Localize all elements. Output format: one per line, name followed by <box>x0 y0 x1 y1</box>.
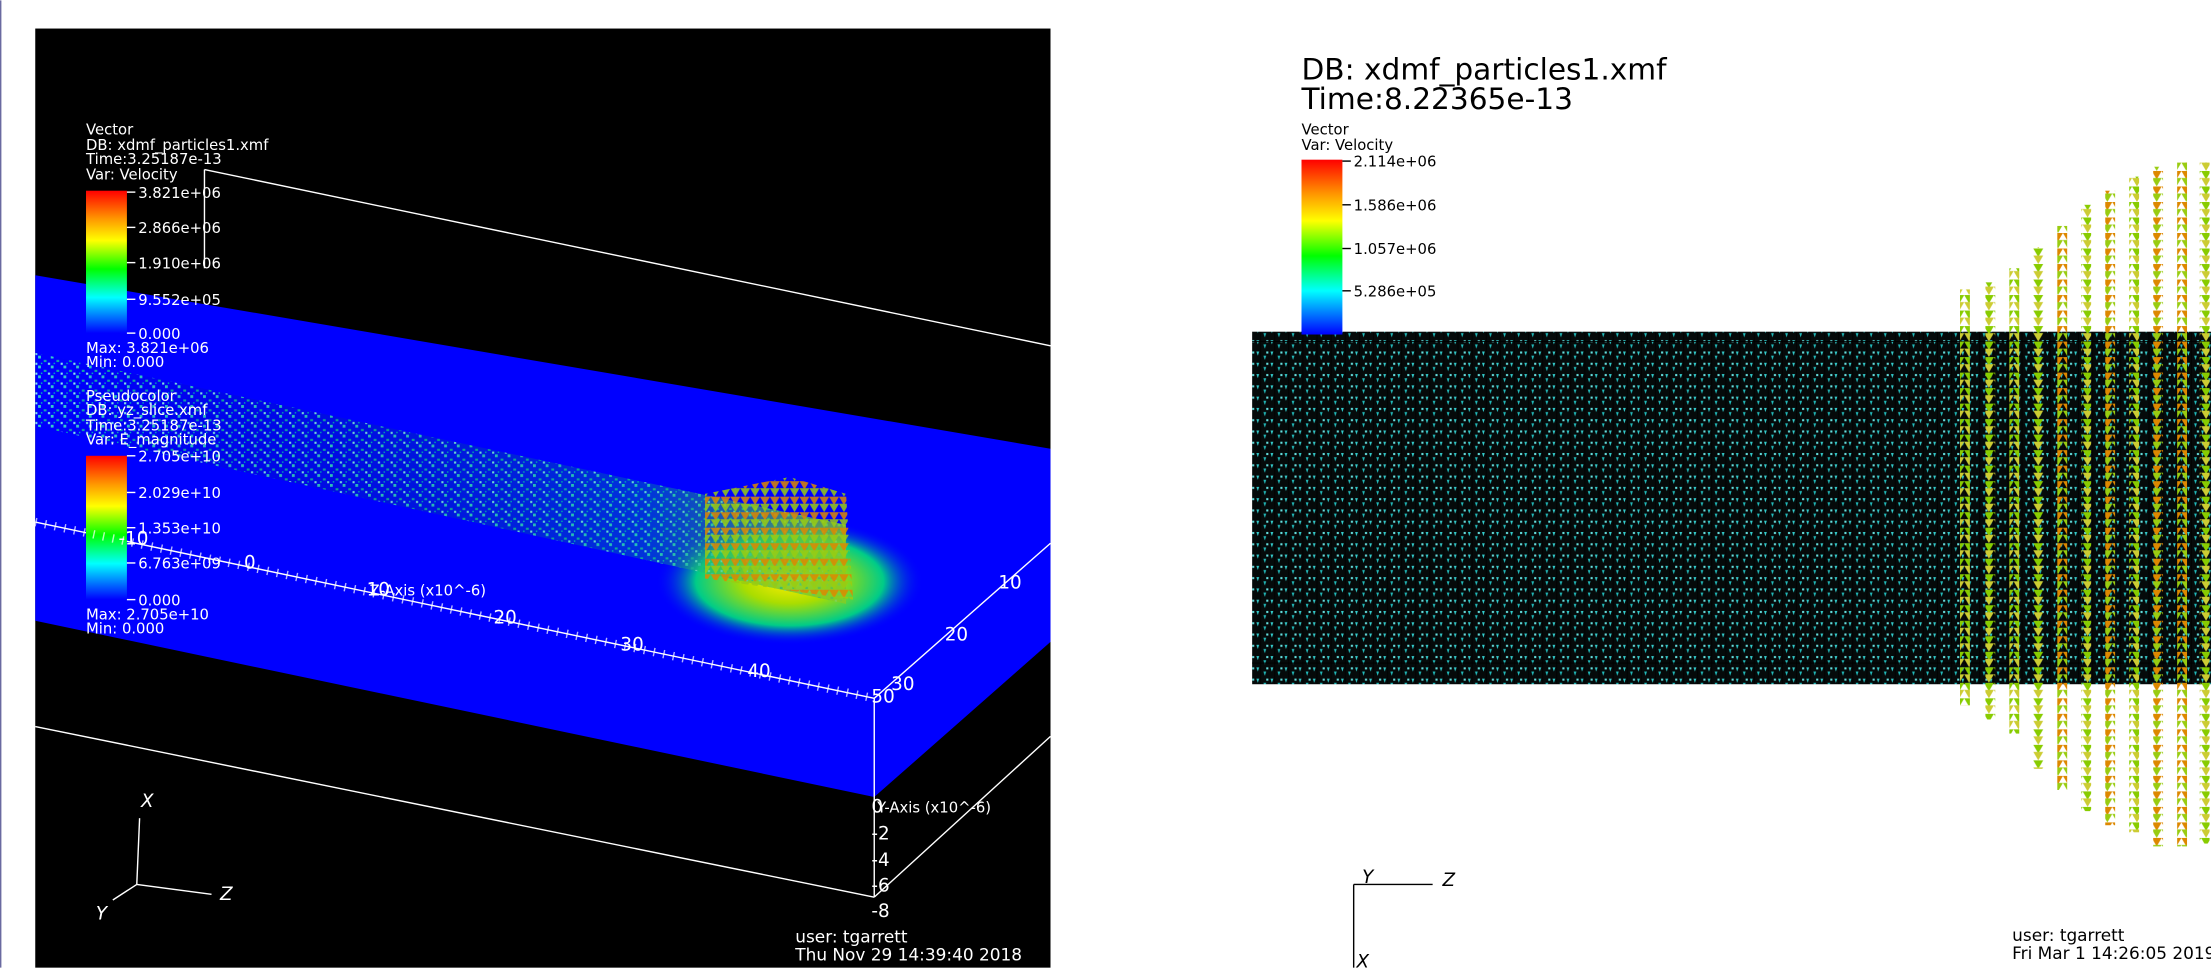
x-tick-label: 10 <box>998 572 1021 593</box>
triad-lines <box>112 818 212 901</box>
z-tick-label: 40 <box>747 661 770 682</box>
y-tick-label: -2 <box>871 823 889 844</box>
legend-min: Min: 0.000 <box>86 354 164 371</box>
legend-tick: 6.763e+09 <box>138 556 221 573</box>
color-bar-ticks <box>126 455 136 601</box>
z-tick-label: 30 <box>620 634 643 655</box>
y-tick-label: -4 <box>871 850 889 871</box>
y-axis-title: Y-Axis (x10^-6) <box>876 800 991 817</box>
user-label: user: tgarrett <box>2012 925 2125 945</box>
legend-tick: 2.866e+06 <box>138 220 221 237</box>
z-axis-title: Z-Axis (x10^-6) <box>369 582 486 599</box>
field-edges <box>1252 341 2211 664</box>
y-tick-label: -6 <box>871 876 889 897</box>
legend-tick: 0.000 <box>138 592 180 609</box>
legend-max: Max: 3.821e+06 <box>86 340 209 357</box>
particle-stream-tint <box>35 352 847 604</box>
color-bar <box>86 190 127 334</box>
y-tick-label: -8 <box>871 901 889 922</box>
legend-kind: Pseudocolor <box>86 388 177 405</box>
z-tick-label: -10 <box>118 529 148 550</box>
triad-lines <box>1352 883 1433 968</box>
legend-var: Var: Velocity <box>86 166 178 183</box>
legend-tick: 1.586e+06 <box>1354 197 1437 214</box>
legend-time: Time:3.25187e-13 <box>85 417 222 434</box>
legend-kind: Vector <box>86 121 134 138</box>
z-tick-label: 20 <box>494 608 517 629</box>
legend-tick: 0.000 <box>138 326 180 343</box>
date-label: Fri Mar 1 14:26:05 2019 <box>2012 943 2211 963</box>
legend-tick: 1.910e+06 <box>138 255 221 272</box>
color-bar <box>86 455 127 600</box>
legend-max: Max: 2.705e+10 <box>86 606 209 623</box>
legend-tick: 3.821e+06 <box>138 185 221 202</box>
time-title: Time:8.22365e-13 <box>1301 82 1573 116</box>
particle-field <box>1252 331 2211 685</box>
legend-tick: 2.029e+10 <box>138 485 221 502</box>
y-tick-label: 0 <box>871 797 883 818</box>
z-tick-label: 0 <box>244 553 256 574</box>
z-tick-label: 10 <box>367 579 390 600</box>
legend-min: Min: 0.000 <box>86 620 164 637</box>
legend-tick: 2.705e+10 <box>138 448 221 465</box>
legend-kind: Vector <box>1302 121 1350 138</box>
date-label: Thu Nov 29 14:39:40 2018 <box>794 945 1022 965</box>
bounding-box <box>35 168 1051 898</box>
legend-tick: 9.552e+05 <box>138 292 221 309</box>
x-tick-label: 30 <box>891 674 914 695</box>
legend-time: Time:3.25187e-13 <box>85 151 222 168</box>
legend-var: Var: Velocity <box>1302 137 1394 154</box>
db-title: DB: xdmf_particles1.xmf <box>1302 52 1668 86</box>
triad-label: X <box>140 791 154 812</box>
color-bar-ticks <box>126 191 136 334</box>
left-window: Vector DB: xdmf_particles1.xmf Time:3.25… <box>34 28 1051 968</box>
legend-tick: 1.057e+06 <box>1354 241 1437 258</box>
triad-label: Z <box>1442 870 1456 891</box>
z-tick-label: 50 <box>871 687 894 708</box>
legend-tick: 2.114e+06 <box>1354 154 1437 171</box>
vector-arrows <box>705 476 854 600</box>
triad-label: X <box>1355 952 1369 968</box>
right-window: DB: xdmf_particles1.xmf Time:8.22365e-13… <box>1252 52 2211 968</box>
triad-label: Y <box>96 904 109 925</box>
legend-tick: 1.353e+10 <box>138 520 221 537</box>
triad-label: Y <box>1362 867 1375 888</box>
color-bar-ticks <box>1342 160 1351 292</box>
legend-db: DB: xdmf_particles1.xmf <box>86 137 269 154</box>
legend-tick: 5.286e+05 <box>1354 283 1437 300</box>
legend-db: DB: yz_slice.xmf <box>86 402 208 419</box>
color-bar <box>1301 159 1343 335</box>
vector-columns <box>1960 162 2210 847</box>
user-label: user: tgarrett <box>795 926 908 946</box>
triad-label: Z <box>219 884 233 905</box>
legend-var: Var: E_magnitude <box>86 432 216 449</box>
x-tick-label: 20 <box>945 625 968 646</box>
